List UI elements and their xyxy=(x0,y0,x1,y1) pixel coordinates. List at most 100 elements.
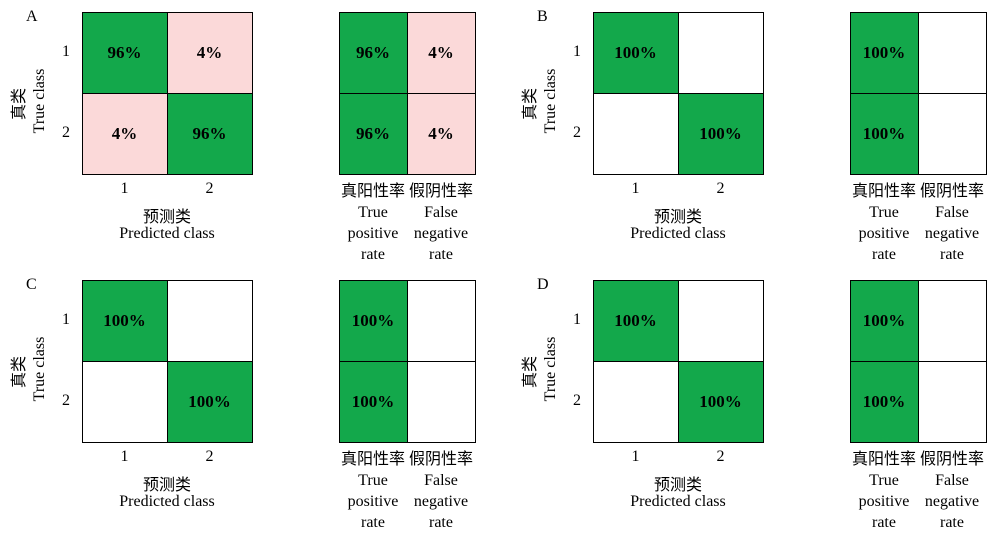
matrix-cell: 100% xyxy=(167,361,252,442)
col-tick-label: 1 xyxy=(631,448,640,465)
col-tick-label: 2 xyxy=(205,180,214,197)
fnr-label-cn: 假阴性率 xyxy=(408,183,473,200)
x-axis-label-cn: 预测类 xyxy=(142,209,191,226)
tpr-label-en: positive xyxy=(347,493,399,510)
matrix-cell: 100% xyxy=(678,93,763,174)
row-tick-label: 1 xyxy=(573,310,581,328)
y-axis-label-en: True class xyxy=(31,68,48,134)
row-tick-label: 2 xyxy=(573,123,581,141)
rate-cell: 96% xyxy=(339,93,407,174)
tpr-label-en: positive xyxy=(347,225,399,242)
rate-cell xyxy=(918,93,986,174)
x-axis-label-cn: 预测类 xyxy=(653,209,702,226)
matrix-cell: 100% xyxy=(593,280,678,361)
row-tick-label: 1 xyxy=(62,42,70,60)
tpr-label: 真阳性率 True positive rate xyxy=(844,181,924,265)
rate-cell xyxy=(407,361,475,442)
fnr-label-en: rate xyxy=(429,514,453,531)
panel-a: A 96% 4% 4% 96% 1 2 1 2 真类 True class 预测类 Predicted … xyxy=(0,0,500,271)
col-tick-label: 1 xyxy=(120,180,129,197)
matrix-cell: 100% xyxy=(678,361,763,442)
row-tick-label: 1 xyxy=(573,42,581,60)
tpr-label-en: True xyxy=(869,204,899,221)
rate-cell: 100% xyxy=(339,361,407,442)
rate-divider xyxy=(850,93,986,94)
matrix-cell: 100% xyxy=(593,12,678,93)
fnr-label-en: False xyxy=(935,472,969,489)
fnr-label-cn: 假阴性率 xyxy=(408,451,473,468)
tpr-label-en: True xyxy=(358,472,388,489)
matrix-cell xyxy=(593,361,678,442)
col-tick-label: 1 xyxy=(631,180,640,197)
tpr-label-en: rate xyxy=(361,514,385,531)
matrix-cell: 100% xyxy=(82,280,167,361)
tpr-label-en: positive xyxy=(858,493,910,510)
fnr-label: 假阴性率 False negative rate xyxy=(912,181,992,265)
rate-cell: 100% xyxy=(850,361,918,442)
tpr-label-en: True xyxy=(358,204,388,221)
tpr-label-en: rate xyxy=(872,514,896,531)
fnr-label-cn: 假阴性率 xyxy=(919,451,984,468)
rate-cell: 100% xyxy=(850,93,918,174)
fnr-label-en: rate xyxy=(429,246,453,263)
panel-letter: C xyxy=(26,276,37,293)
fnr-label: 假阴性率 False negative rate xyxy=(401,449,481,533)
matrix-cell xyxy=(593,93,678,174)
tpr-label-en: rate xyxy=(361,246,385,263)
y-axis-label-en: True class xyxy=(542,336,559,402)
fnr-label-en: rate xyxy=(940,246,964,263)
y-axis-label-cn: 真类 xyxy=(11,88,28,121)
x-axis-label-cn: 预测类 xyxy=(653,477,702,494)
row-tick-label: 2 xyxy=(573,391,581,409)
rate-divider xyxy=(850,361,986,362)
row-tick-label: 2 xyxy=(62,123,70,141)
rate-cell xyxy=(918,361,986,442)
rate-cell xyxy=(918,12,986,93)
matrix-cell xyxy=(167,280,252,361)
y-axis-label-en: True class xyxy=(542,68,559,134)
rate-divider xyxy=(339,93,475,94)
col-tick-label: 1 xyxy=(120,448,129,465)
matrix-cell xyxy=(678,12,763,93)
fnr-label-en: False xyxy=(935,204,969,221)
col-tick-label: 2 xyxy=(205,448,214,465)
fnr-label: 假阴性率 False negative rate xyxy=(401,181,481,265)
rate-cell xyxy=(918,280,986,361)
fnr-label-en: False xyxy=(424,204,458,221)
matrix-cell xyxy=(82,361,167,442)
fnr-label-en: negative xyxy=(413,493,469,510)
matrix-divider xyxy=(593,93,763,94)
fnr-label-en: negative xyxy=(413,225,469,242)
tpr-label: 真阳性率 True positive rate xyxy=(333,181,413,265)
fnr-label-en: rate xyxy=(940,514,964,531)
tpr-label-cn: 真阳性率 xyxy=(851,183,916,200)
tpr-label-cn: 真阳性率 xyxy=(851,451,916,468)
fnr-label-en: False xyxy=(424,472,458,489)
x-axis-label-cn: 预测类 xyxy=(142,477,191,494)
x-axis-label-en: Predicted class xyxy=(630,225,726,242)
matrix-cell: 96% xyxy=(167,93,252,174)
rate-cell xyxy=(407,280,475,361)
matrix-cell: 4% xyxy=(82,93,167,174)
x-axis-label-en: Predicted class xyxy=(119,225,215,242)
panel-letter: A xyxy=(26,8,38,25)
tpr-label: 真阳性率 True positive rate xyxy=(844,449,924,533)
tpr-label: 真阳性率 True positive rate xyxy=(333,449,413,533)
x-axis-label-en: Predicted class xyxy=(119,493,215,510)
matrix-cell: 4% xyxy=(167,12,252,93)
tpr-label-cn: 真阳性率 xyxy=(340,451,405,468)
matrix-divider xyxy=(593,361,763,362)
matrix-divider xyxy=(82,93,252,94)
x-axis-label-en: Predicted class xyxy=(630,493,726,510)
rate-cell: 100% xyxy=(850,280,918,361)
panel-letter: D xyxy=(537,276,549,293)
tpr-label-en: positive xyxy=(858,225,910,242)
rate-cell: 96% xyxy=(339,12,407,93)
panel-c: C 100% 100% 1 2 1 2 真类 True class 预测类 Predicted cl… xyxy=(0,268,500,539)
rate-cell: 4% xyxy=(407,93,475,174)
panel-b: B 100% 100% 1 2 1 2 真类 True class 预测类 Predicted cl… xyxy=(511,0,1000,271)
tpr-label-en: True xyxy=(869,472,899,489)
matrix-cell xyxy=(678,280,763,361)
panel-letter: B xyxy=(537,8,548,25)
rate-divider xyxy=(339,361,475,362)
